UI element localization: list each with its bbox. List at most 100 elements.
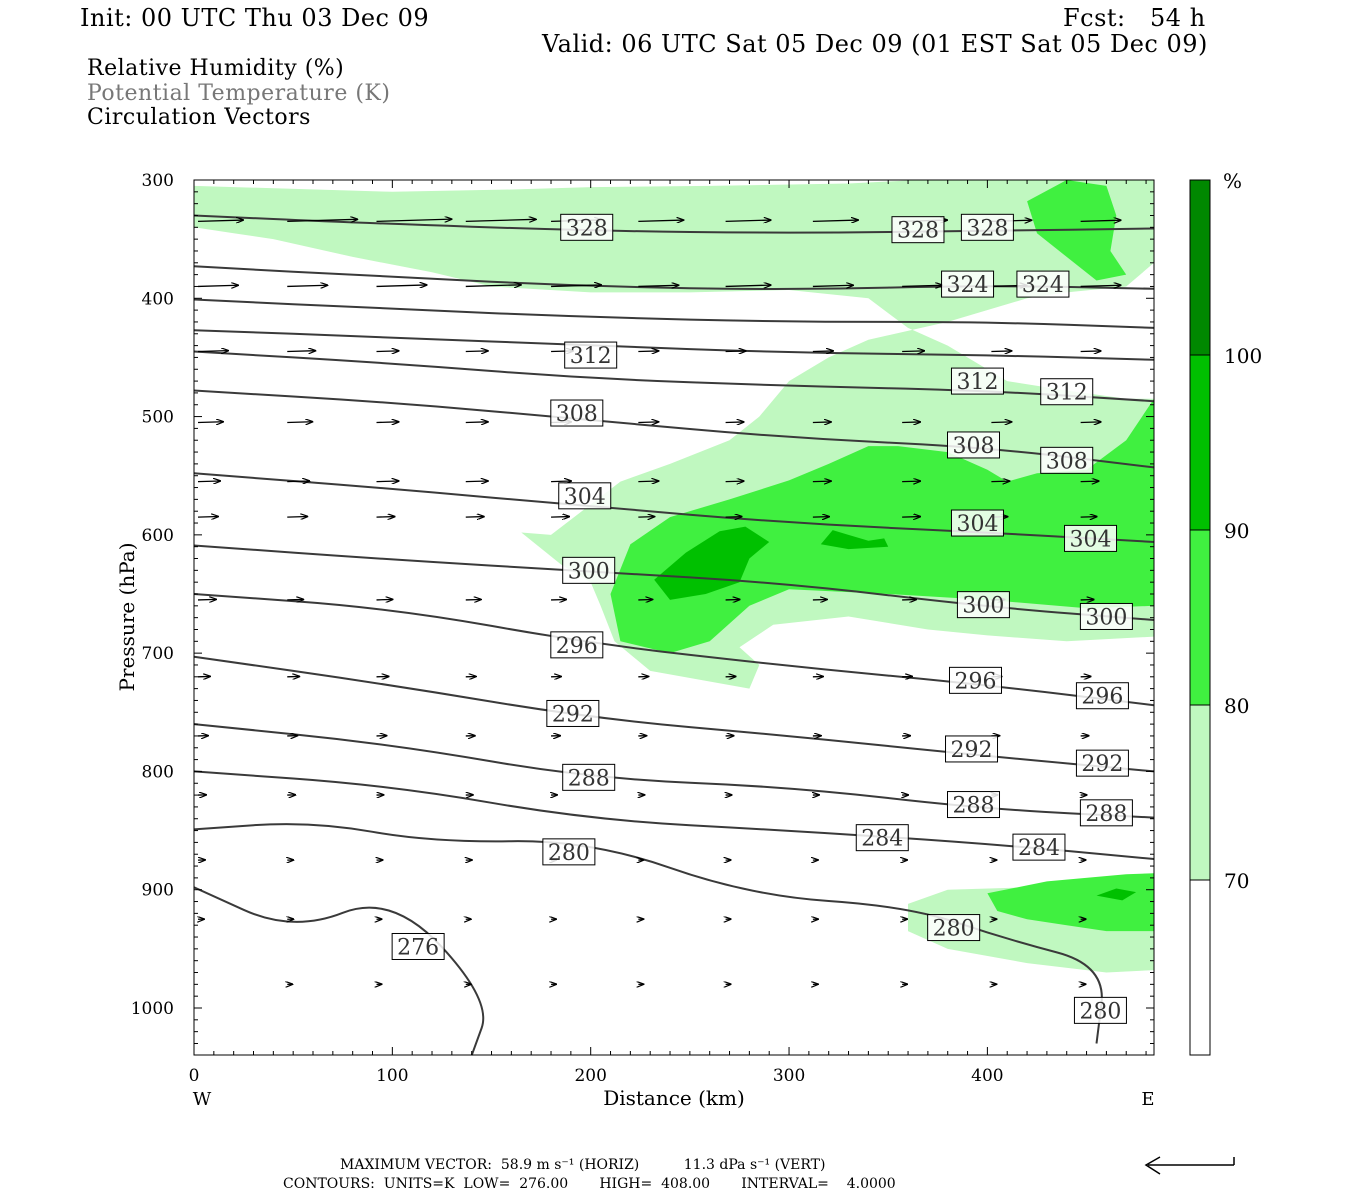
theta-contour-276 [193,886,485,1056]
contour-label-328-1: 328 [891,216,945,244]
circulation-vector [902,422,920,423]
circulation-vector [197,422,223,423]
rh-region-90-7 [1096,888,1137,901]
contour-label-text: 308 [556,402,598,427]
field-label-rh: Relative Humidity (%) [87,56,345,81]
circulation-vector [197,599,216,600]
circulation-vector [1080,285,1121,286]
contour-label-box [891,216,945,244]
circulation-vector [725,220,771,221]
contour-label-box [542,838,596,866]
colorbar-tick-label: 80 [1224,694,1249,718]
rh-region-90-6 [820,530,889,550]
rh-region-80-4 [987,873,1154,932]
y-tick-label: 900 [142,881,174,901]
theta-contour-316 [193,329,1155,361]
y-axis-label: Pressure (hPa) [115,543,139,692]
contour-label-300-2: 300 [1079,602,1133,630]
x-tick-label: 400 [971,1066,1003,1086]
contour-label-box [546,699,600,727]
circulation-vector [287,219,357,221]
contour-label-box [564,341,618,369]
x-axis-west-label: W [193,1089,212,1110]
contour-label-box [960,213,1014,241]
circulation-vector [725,285,771,286]
theta-contour-284 [193,770,1155,860]
contour-label-box [1075,749,1129,777]
contour-label-text: 292 [552,702,594,727]
contour-label-box [562,763,616,791]
contour-label-text: 308 [1046,449,1088,474]
init-time: Init: 00 UTC Thu 03 Dec 09 [80,4,430,32]
colorbar-tick-label: 100 [1224,344,1262,368]
contour-label-304-1: 304 [950,509,1004,537]
contour-label-text: 276 [397,935,439,960]
circulation-vector [376,517,395,518]
contours-note: CONTOURS: UNITS=K LOW= 276.00 HIGH= 408.… [283,1176,896,1192]
circulation-vector [638,220,683,221]
circulation-vector [465,422,488,423]
y-tick-label: 800 [142,762,174,782]
circulation-vector [991,351,1011,352]
circulation-vector [902,285,942,286]
circulation-vector [287,517,307,518]
contour-label-text: 288 [953,794,995,819]
contour-label-280-0: 280 [542,838,596,866]
contour-label-312-1: 312 [950,367,1004,395]
contour-label-280-1: 280 [927,914,981,942]
circulation-vector [197,220,243,221]
colorbar-tick-label: 90 [1224,519,1249,543]
contour-label-box [945,735,999,763]
circulation-vector [812,285,853,286]
circulation-vector [287,351,315,352]
circulation-vector [197,481,220,482]
contour-label-324-0: 324 [941,270,995,298]
contour-label-text: 312 [1046,381,1088,406]
contour-label-box [1073,996,1127,1024]
contour-label-box [550,399,604,427]
contour-label-text: 284 [861,827,903,852]
contour-label-text: 288 [568,766,610,791]
contour-label-308-1: 308 [947,431,1001,459]
colorbar-frame [1189,179,1211,1056]
circulation-vector [902,481,920,482]
contour-label-text: 324 [1022,273,1064,298]
contour-label-292-1: 292 [945,735,999,763]
circulation-vector [376,481,399,482]
rh-region-80-3 [610,398,1154,654]
contour-label-308-2: 308 [1040,446,1094,474]
contour-label-box [562,556,616,584]
contour-label-box [941,270,995,298]
contour-label-284-0: 284 [855,824,909,852]
contour-label-text: 300 [962,594,1004,619]
circulation-vector [551,481,571,482]
contour-label-box [558,482,612,510]
contour-label-292-2: 292 [1075,749,1129,777]
theta-contour-292 [193,655,1155,773]
rh-shading-layer [194,180,1154,973]
forecast-hour: Fcst: 54 h [1063,4,1206,32]
x-tick-label: 300 [773,1066,805,1086]
contour-label-296-1: 296 [948,666,1002,694]
circulation-vector [638,285,678,286]
colorbar-segment-0 [1190,180,1210,355]
circulation-vector [465,517,484,518]
contour-label-300-0: 300 [562,556,616,584]
contour-label-box [1040,378,1094,406]
vector-layer [198,219,1121,984]
circulation-vector [287,481,309,482]
contour-label-text: 304 [956,512,998,537]
contour-label-text: 292 [1081,752,1123,777]
contour-label-292-0: 292 [546,699,600,727]
contour-label-text: 304 [564,485,606,510]
contour-label-304-2: 304 [1064,524,1118,552]
reference-vector [1144,1156,1235,1175]
circulation-vector [551,517,569,518]
colorbar-tick-label: 70 [1224,869,1249,893]
contour-label-box [560,213,614,241]
contour-label-box [1016,270,1070,298]
contour-label-box [948,666,1002,694]
circulation-vector [465,285,521,287]
circulation-vector [551,285,601,287]
